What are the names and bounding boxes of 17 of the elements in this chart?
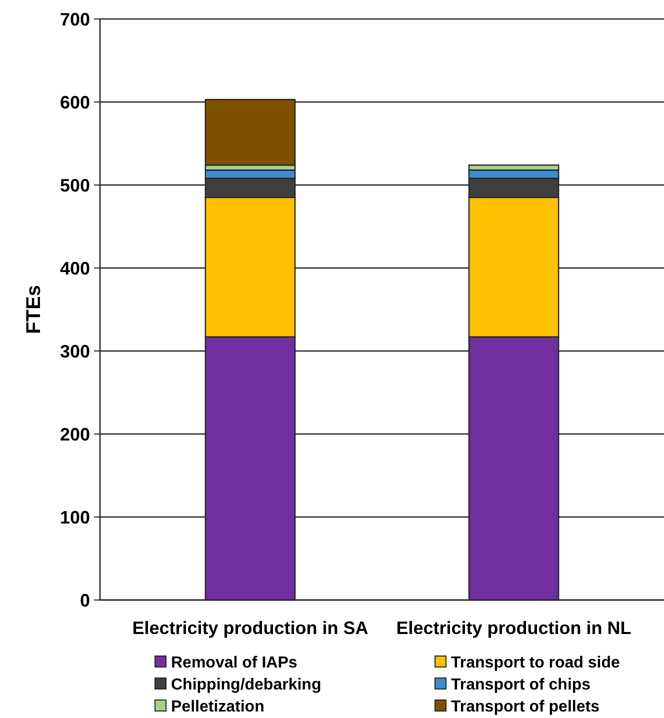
y-axis-title: FTEs: [23, 285, 45, 334]
y-tick-label: 200: [60, 424, 90, 444]
y-tick-label: 400: [60, 258, 90, 278]
x-tick-label: Electricity production in NL: [396, 618, 632, 638]
legend-label: Removal of IAPs: [171, 654, 298, 672]
y-tick-label: 700: [60, 9, 90, 30]
y-tick-label: 600: [60, 92, 90, 112]
legend-label: Transport to road side: [451, 654, 620, 672]
y-tick-label: 100: [60, 507, 90, 528]
y-tick-label: 300: [60, 341, 90, 362]
y-tick-label: 0: [80, 590, 90, 610]
legend-label: Chipping/debarking: [171, 676, 322, 694]
legend-label: Transport of pellets: [451, 698, 600, 716]
legend-label: Transport of chips: [451, 676, 591, 694]
x-tick-label: Electricity production in SA: [132, 618, 368, 638]
legend-label: Pelletization: [171, 698, 264, 716]
y-tick-label: 500: [60, 175, 90, 196]
